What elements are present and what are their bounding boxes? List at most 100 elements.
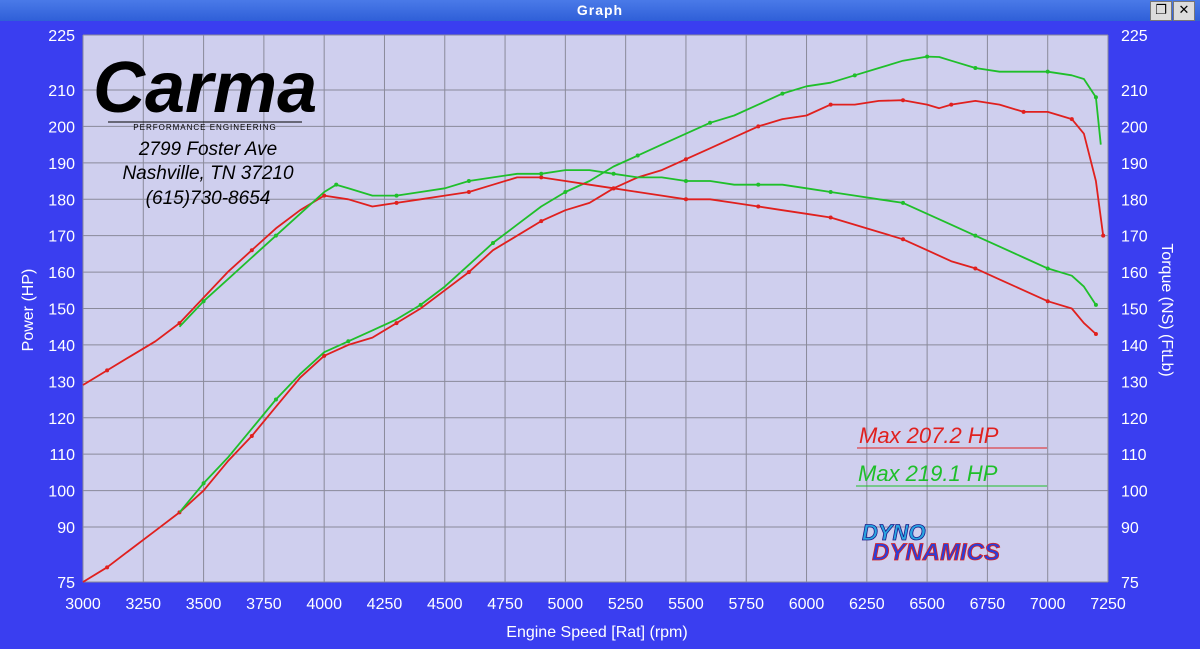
logo-subtext: PERFORMANCE ENGINEERING [133,123,276,132]
series-line-red-torque [82,176,1097,386]
x-tick-label: 3000 [65,596,101,613]
data-point-red-power [828,102,833,107]
x-tick-label: 3500 [186,596,222,613]
data-point-red-power [949,102,954,107]
address-line-1: 2799 Foster Ave [138,139,277,160]
y-tick-label-left: 210 [48,83,75,100]
y-tick-label-right: 170 [1121,229,1148,246]
data-point-red-torque [683,197,688,202]
data-point-red-power [1101,233,1106,238]
data-point-red-torque [1045,299,1050,304]
data-point-green-power [780,91,785,96]
data-point-red-torque [828,215,833,220]
data-point-red-power [1069,117,1074,122]
data-point-green-power [201,481,206,486]
x-tick-label: 5750 [728,596,764,613]
data-point-green-torque [828,189,833,194]
window-title: Graph [576,2,624,18]
data-point-green-power [418,302,423,307]
data-point-red-torque [322,193,327,198]
data-point-red-torque [611,186,616,191]
x-tick-labels: 3000 3250 3500 3750 4000 4250 4500 4750 5000 5250… [65,596,1126,613]
title-bar[interactable]: Graph ❐ ✕ [0,0,1200,21]
x-tick-label: 7000 [1030,596,1066,613]
y-tick-label-left: 140 [48,338,75,355]
data-point-green-torque [539,171,544,176]
x-tick-label: 3750 [246,596,282,613]
x-tick-label: 4250 [367,596,403,613]
x-tick-label: 5250 [608,596,644,613]
x-axis-label: Engine Speed [Rat] (rpm) [506,624,687,641]
data-point-green-torque [611,171,616,176]
data-point-red-torque [973,266,978,271]
data-point-red-power [466,270,471,275]
y-tick-label-right: 160 [1121,265,1148,282]
y-tick-label-left: 75 [57,575,75,592]
data-point-green-torque [756,182,761,187]
x-tick-label: 5000 [548,596,584,613]
y-tick-label-left: 120 [48,411,75,428]
data-point-green-power [1045,69,1050,74]
data-point-red-power [683,157,688,162]
data-point-red-torque [901,237,905,242]
x-tick-label: 6250 [849,596,885,613]
data-point-red-torque [249,248,254,253]
data-point-red-power [539,219,544,224]
series-line-green-torque [178,169,1097,328]
x-tick-label: 4750 [487,596,523,613]
y-tick-label-left: 100 [48,484,75,501]
data-point-red-power [394,321,399,326]
data-point-red-torque [756,204,761,209]
y-tick-label-right: 225 [1121,28,1148,45]
restore-button[interactable]: ❐ [1150,1,1172,21]
x-tick-label: 4500 [427,596,463,613]
y-axis-label-left: Power (HP) [20,269,37,352]
y-tick-label-right: 90 [1121,520,1139,537]
x-tick-label: 5500 [668,596,704,613]
data-point-green-power [708,120,713,125]
data-point-green-torque [273,233,278,238]
data-point-green-torque [901,200,905,205]
y-axis-label-right: Torque (NS) (FtLb) [1158,243,1175,376]
y-tick-label-left: 190 [48,156,75,173]
x-tick-label: 6750 [970,596,1006,613]
phone-number: (615)730-8654 [146,188,271,209]
y-tick-label-right: 100 [1121,484,1148,501]
y-tick-label-left: 90 [57,520,75,537]
data-point-red-power [322,353,327,358]
y-tick-label-right: 200 [1121,119,1148,136]
y-tick-label-right: 210 [1121,83,1148,100]
data-point-red-torque [466,189,471,194]
data-point-green-torque [394,193,399,198]
data-point-red-power [1021,109,1026,114]
address-line-2: Nashville, TN 37210 [122,163,294,184]
data-point-green-power [1093,95,1098,100]
close-button[interactable]: ✕ [1173,1,1195,21]
data-point-green-power [635,153,640,158]
data-point-green-torque [973,233,978,238]
data-point-red-power [756,124,761,129]
y-tick-label-left: 150 [48,302,75,319]
data-point-red-power [105,565,110,570]
carma-logo: Carma PERFORMANCE ENGINEERING [93,48,317,132]
y-tick-label-right: 130 [1121,374,1148,391]
data-point-red-torque [1093,331,1098,336]
x-tick-label: 7250 [1090,596,1126,613]
series-line-green-power [178,55,1102,513]
y-tick-labels-left: 75 90 100 110 120 130 140 150 160 170 180 190 200 210… [48,28,75,592]
data-point-green-power [346,339,351,344]
y-tick-label-right: 190 [1121,156,1148,173]
y-tick-label-right: 110 [1121,447,1147,464]
y-tick-label-right: 180 [1121,192,1148,209]
dyno-logo-line2: DYNAMICS [872,539,1000,566]
data-point-red-power [901,98,905,103]
restore-icon: ❐ [1155,3,1167,18]
data-point-green-power [852,73,857,78]
data-point-green-torque [334,182,339,187]
data-point-green-power [563,189,568,194]
y-tick-label-right: 120 [1121,411,1148,428]
y-tick-label-right: 75 [1121,575,1139,592]
data-point-red-torque [394,200,399,205]
